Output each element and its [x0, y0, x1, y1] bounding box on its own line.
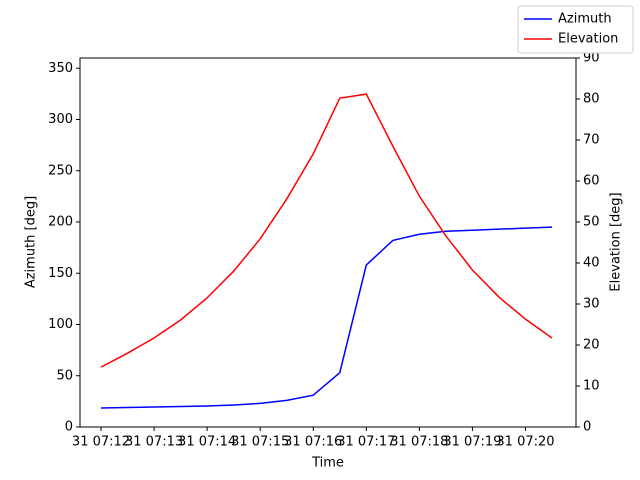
- y2-tick-label: 10: [583, 379, 600, 394]
- y-tick-label: 0: [65, 420, 73, 435]
- x-axis-label: Time: [311, 456, 344, 471]
- y-tick-label: 250: [48, 163, 73, 178]
- x-tick-label: 31 07:12: [72, 435, 130, 450]
- y2-axis-label: Elevation [deg]: [609, 192, 624, 291]
- y2-tick-label: 30: [583, 297, 600, 312]
- y-tick-label: 50: [56, 368, 73, 383]
- y2-tick-label: 20: [583, 338, 600, 353]
- x-tick-label: 31 07:13: [125, 435, 183, 450]
- y-tick-label: 150: [48, 266, 73, 281]
- y-axis-label: Azimuth [deg]: [24, 196, 39, 288]
- y-tick-label: 350: [48, 61, 73, 76]
- plot-frame: [79, 57, 577, 428]
- legend-label: Elevation: [558, 32, 618, 47]
- x-tick-label: 31 07:20: [496, 435, 554, 450]
- legend-box: [517, 5, 634, 54]
- x-tick-label: 31 07:18: [390, 435, 448, 450]
- y2-tick-label: 50: [583, 215, 600, 230]
- x-tick-label: 31 07:16: [284, 435, 342, 450]
- y2-tick-label: 60: [583, 174, 600, 189]
- y2-tick-label: 90: [583, 51, 600, 66]
- x-tick-label: 31 07:14: [178, 435, 236, 450]
- series-line: [100, 93, 553, 368]
- x-tick-label: 31 07:15: [231, 435, 289, 450]
- y2-tick-label: 0: [583, 420, 591, 435]
- x-tick-label: 31 07:17: [337, 435, 395, 450]
- y2-tick-label: 70: [583, 133, 600, 148]
- x-tick-label: 31 07:19: [443, 435, 501, 450]
- series-line: [100, 226, 553, 409]
- y2-tick-label: 40: [583, 256, 600, 271]
- y-tick-label: 300: [48, 112, 73, 127]
- y-tick-label: 200: [48, 215, 73, 230]
- legend-label: Azimuth: [558, 12, 612, 27]
- y2-tick-label: 80: [583, 92, 600, 107]
- y-tick-label: 100: [48, 317, 73, 332]
